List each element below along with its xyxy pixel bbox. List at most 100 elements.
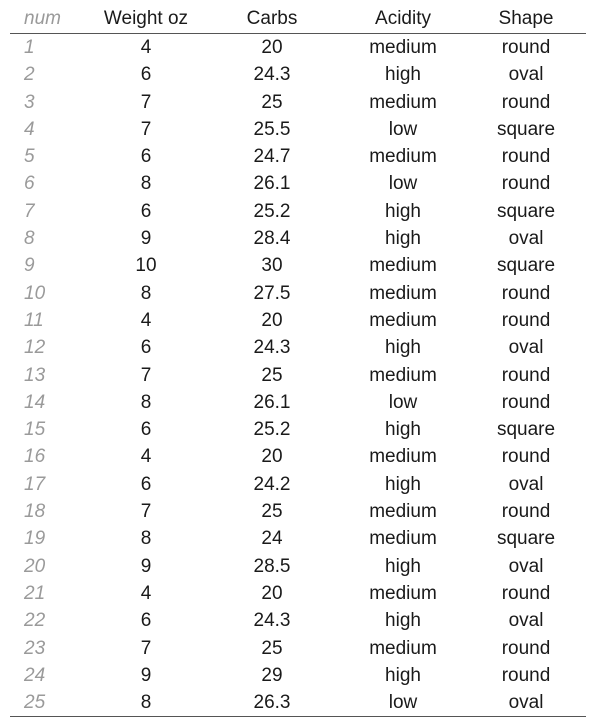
column-header-weight: Weight oz <box>88 4 204 34</box>
cell-carbs: 25.5 <box>253 118 291 140</box>
cell-acidity: high <box>385 555 421 577</box>
cell-num: 5 <box>24 146 35 168</box>
table-row: 1 4 20 medium round <box>10 34 586 62</box>
cell-shape: oval <box>508 473 544 495</box>
cell-weight: 8 <box>140 391 152 413</box>
cell-weight: 6 <box>140 146 152 168</box>
cell-weight: 9 <box>140 664 152 686</box>
cell-carbs: 20 <box>261 37 283 58</box>
cell-shape: oval <box>508 337 544 359</box>
cell-weight: 7 <box>140 637 152 659</box>
cell-num: 1 <box>24 37 35 58</box>
cell-shape: square <box>496 200 556 222</box>
cell-acidity: low <box>388 118 418 140</box>
cell-carbs: 25.2 <box>253 200 291 222</box>
table-row: 6 8 26.1 low round <box>10 170 586 197</box>
cell-num: 17 <box>24 473 46 495</box>
cell-weight: 6 <box>140 473 152 495</box>
cell-carbs: 25 <box>261 91 283 113</box>
cell-acidity: low <box>340 689 466 718</box>
cell-acidity: medium <box>369 446 437 468</box>
cell-acidity: medium <box>369 91 437 113</box>
cell-carbs: 26.1 <box>253 391 291 413</box>
table-row: 19 8 24 medium square <box>10 525 586 552</box>
table-row: 15 6 25.2 high square <box>10 416 586 443</box>
data-table: num Weight oz Carbs Acidity Shape 1 4 20 me… <box>10 4 586 718</box>
cell-weight: 6 <box>140 419 152 441</box>
cell-carbs: 20 <box>261 446 283 468</box>
cell-acidity: low <box>388 173 418 195</box>
cell-num: 8 <box>24 228 35 250</box>
cell-carbs: 29 <box>261 664 283 686</box>
table-row: 12 6 24.3 high oval <box>10 334 586 361</box>
cell-carbs: 20 <box>261 309 283 331</box>
table-row: 5 6 24.7 medium round <box>10 143 586 170</box>
cell-shape: oval <box>508 228 544 250</box>
cell-acidity: high <box>385 200 421 222</box>
cell-shape: round <box>501 664 551 686</box>
cell-num: 19 <box>24 528 46 550</box>
cell-carbs: 24.3 <box>253 337 291 359</box>
cell-acidity: medium <box>369 146 437 168</box>
column-header-shape: Shape <box>466 4 586 34</box>
table-row: 3 7 25 medium round <box>10 89 586 116</box>
cell-weight: 6 <box>140 200 152 222</box>
cell-num: 20 <box>24 555 46 577</box>
cell-num: 21 <box>24 582 46 604</box>
cell-shape: round <box>501 364 551 386</box>
table-row: 21 4 20 medium round <box>10 580 586 607</box>
cell-acidity: medium <box>369 282 437 304</box>
cell-weight: 6 <box>140 337 152 359</box>
cell-carbs: 25 <box>261 364 283 386</box>
table-row: 9 10 30 medium square <box>10 252 586 279</box>
cell-num: 4 <box>24 118 35 140</box>
cell-acidity: medium <box>369 364 437 386</box>
cell-acidity: medium <box>369 528 437 550</box>
column-header-acidity: Acidity <box>340 4 466 34</box>
table-row: 16 4 20 medium round <box>10 443 586 470</box>
cell-weight: 4 <box>140 582 152 604</box>
table-row: 17 6 24.2 high oval <box>10 471 586 498</box>
cell-weight: 9 <box>140 228 152 250</box>
cell-shape: round <box>501 391 551 413</box>
cell-num: 18 <box>24 501 46 523</box>
table-row: 23 7 25 medium round <box>10 635 586 662</box>
cell-shape: square <box>496 118 556 140</box>
column-header-carbs: Carbs <box>204 4 340 34</box>
cell-shape: round <box>501 501 551 523</box>
cell-carbs: 24.2 <box>253 473 291 495</box>
cell-carbs: 26.3 <box>204 689 340 718</box>
cell-weight: 6 <box>140 64 152 86</box>
cell-carbs: 25 <box>261 501 283 523</box>
cell-carbs: 28.4 <box>253 228 291 250</box>
table-row: 11 4 20 medium round <box>10 307 586 334</box>
cell-weight: 10 <box>135 255 157 277</box>
cell-carbs: 24 <box>261 528 283 550</box>
cell-shape: square <box>496 528 556 550</box>
cell-num: 2 <box>24 64 35 86</box>
cell-shape: oval <box>508 555 544 577</box>
cell-acidity: high <box>385 419 421 441</box>
cell-shape: round <box>501 637 551 659</box>
cell-shape: round <box>501 309 551 331</box>
table-row: 10 8 27.5 medium round <box>10 280 586 307</box>
table-row: 4 7 25.5 low square <box>10 116 586 143</box>
cell-num: 7 <box>24 200 35 222</box>
cell-carbs: 26.1 <box>253 173 291 195</box>
cell-acidity: medium <box>369 582 437 604</box>
cell-acidity: medium <box>369 37 437 58</box>
table-row: 18 7 25 medium round <box>10 498 586 525</box>
cell-num: 3 <box>24 91 35 113</box>
table-row: 20 9 28.5 high oval <box>10 553 586 580</box>
header-row: num Weight oz Carbs Acidity Shape <box>10 4 586 34</box>
table-row: 2 6 24.3 high oval <box>10 61 586 88</box>
cell-num: 15 <box>24 419 46 441</box>
cell-carbs: 28.5 <box>253 555 291 577</box>
table-header: num Weight oz Carbs Acidity Shape <box>10 4 586 34</box>
cell-weight: 8 <box>140 173 152 195</box>
cell-acidity: high <box>385 610 421 632</box>
cell-weight: 4 <box>140 37 152 58</box>
table-row: 25 8 26.3 low oval <box>10 689 586 718</box>
cell-carbs: 20 <box>261 582 283 604</box>
cell-num: 9 <box>24 255 35 277</box>
